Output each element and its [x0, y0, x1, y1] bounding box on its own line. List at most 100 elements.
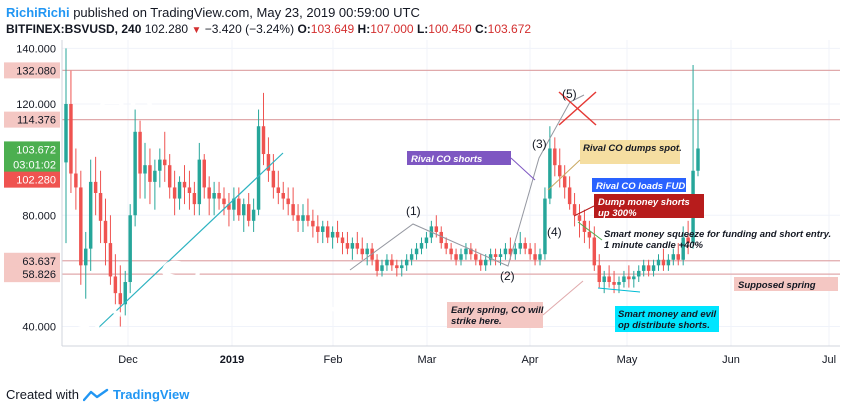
candle-body — [469, 248, 473, 255]
chart-header: RichiRichi published on TradingView.com,… — [6, 4, 841, 38]
candle-body — [612, 282, 616, 285]
candle-body — [404, 259, 409, 266]
candle-body — [617, 282, 621, 285]
price-label: 03:01:02 — [13, 160, 56, 172]
wave-label-1: (1) — [406, 204, 421, 218]
candle-body — [133, 131, 137, 216]
candle-body — [212, 193, 216, 199]
candle-body — [281, 193, 285, 199]
handwritten-st-2: ST — [331, 276, 384, 322]
candle-body — [148, 165, 152, 182]
candle-body — [158, 159, 162, 171]
candle-body — [167, 165, 172, 188]
candle-body — [661, 259, 666, 266]
candle-body — [449, 248, 453, 255]
candle-body — [271, 170, 276, 188]
author-link[interactable]: RichiRichi — [6, 5, 70, 20]
handwritten-ar: AR — [95, 72, 159, 123]
candle-body — [577, 215, 582, 221]
candle-body — [182, 181, 187, 188]
candle-body — [375, 259, 379, 271]
x-axis: Dec 2019 Feb Mar Apr May Jun Jul — [62, 345, 840, 366]
horizontal-levels — [62, 69, 840, 275]
candle-body — [676, 254, 680, 260]
candle-body — [246, 204, 251, 221]
low-value: 100.450 — [428, 22, 472, 36]
candle-body — [256, 126, 261, 210]
symbol-line: BITFINEX:BSVUSD, 240 102.280 ▼ −3.420 (−… — [6, 21, 841, 38]
candle-body — [434, 226, 439, 232]
candle-body — [587, 231, 592, 238]
cross-mark-b — [558, 91, 597, 126]
candle-body — [79, 187, 83, 266]
price-label: 102.280 — [16, 175, 56, 187]
candle-body — [286, 198, 290, 205]
candle-body — [291, 204, 295, 216]
candle-body — [74, 173, 78, 188]
candle-body — [641, 265, 646, 271]
candle-body — [153, 170, 157, 182]
price-label-box — [4, 141, 60, 158]
high-value: 107.000 — [370, 22, 414, 36]
candle-body — [306, 215, 310, 221]
candle-body — [592, 237, 597, 266]
candle-body — [686, 237, 690, 244]
candle-body — [192, 193, 197, 205]
candle-body — [395, 265, 399, 269]
candle-body — [340, 237, 345, 244]
candle-body — [237, 198, 241, 216]
candle-body — [207, 187, 211, 199]
candle-body — [632, 276, 636, 280]
candle-body — [483, 259, 488, 266]
candle-body — [202, 159, 206, 188]
price-label: 132.080 — [16, 65, 56, 77]
handwritten-st-1: ST — [158, 253, 214, 302]
x-tick-label: Apr — [521, 354, 538, 366]
dump-money-text-1: Dump money shorts — [598, 197, 690, 208]
trend-line — [95, 152, 284, 331]
annotations: AR SC ST ST (1) (2) (3) (4) (5) Rival CO… — [68, 72, 838, 350]
candle-body — [276, 187, 281, 193]
candle-body — [553, 148, 557, 166]
price-label: 58.826 — [22, 269, 56, 281]
price-label: 114.376 — [17, 115, 56, 127]
candle-body — [548, 148, 552, 199]
candle-body — [84, 248, 88, 266]
candle-body — [528, 248, 532, 255]
candle-body — [93, 181, 98, 193]
candle-body — [360, 248, 364, 255]
candle-body — [365, 248, 369, 255]
symbol-name: BITFINEX:BSVUSD, 240 — [6, 22, 142, 36]
candle-body — [439, 231, 443, 244]
candles — [64, 48, 700, 327]
candle-body — [138, 131, 142, 174]
x-tick-label: 2019 — [220, 354, 244, 366]
candle-body — [533, 254, 537, 260]
candle-body — [696, 148, 700, 171]
low-label: L: — [416, 22, 429, 36]
candle-body — [345, 243, 350, 249]
chart-area[interactable]: AR SC ST ST (1) (2) (3) (4) (5) Rival CO… — [0, 40, 847, 380]
candle-body — [163, 159, 167, 166]
handwritten-sc: SC — [68, 304, 121, 350]
tradingview-logo-icon[interactable] — [82, 388, 109, 402]
candle-body — [597, 265, 601, 283]
candle-body — [424, 237, 429, 244]
early-spring-text-2: strike here. — [451, 316, 502, 327]
candle-body — [622, 276, 626, 283]
candle-body — [321, 226, 325, 232]
price-label-box — [4, 111, 60, 128]
candle-body — [572, 204, 577, 216]
candle-body — [681, 237, 685, 260]
candle-body — [128, 215, 132, 283]
candle-body — [414, 248, 419, 255]
rival-dumps-arrow — [547, 159, 581, 191]
tradingview-brand[interactable]: TradingView — [112, 387, 190, 402]
dump-money-arrow — [573, 205, 595, 217]
early-spring-text-1: Early spring, CO will — [451, 305, 544, 316]
candle-body — [666, 259, 671, 266]
plot-background — [62, 40, 840, 346]
candle-body — [646, 265, 651, 271]
wave-line — [349, 94, 585, 271]
x-tick-label: Dec — [118, 354, 138, 366]
